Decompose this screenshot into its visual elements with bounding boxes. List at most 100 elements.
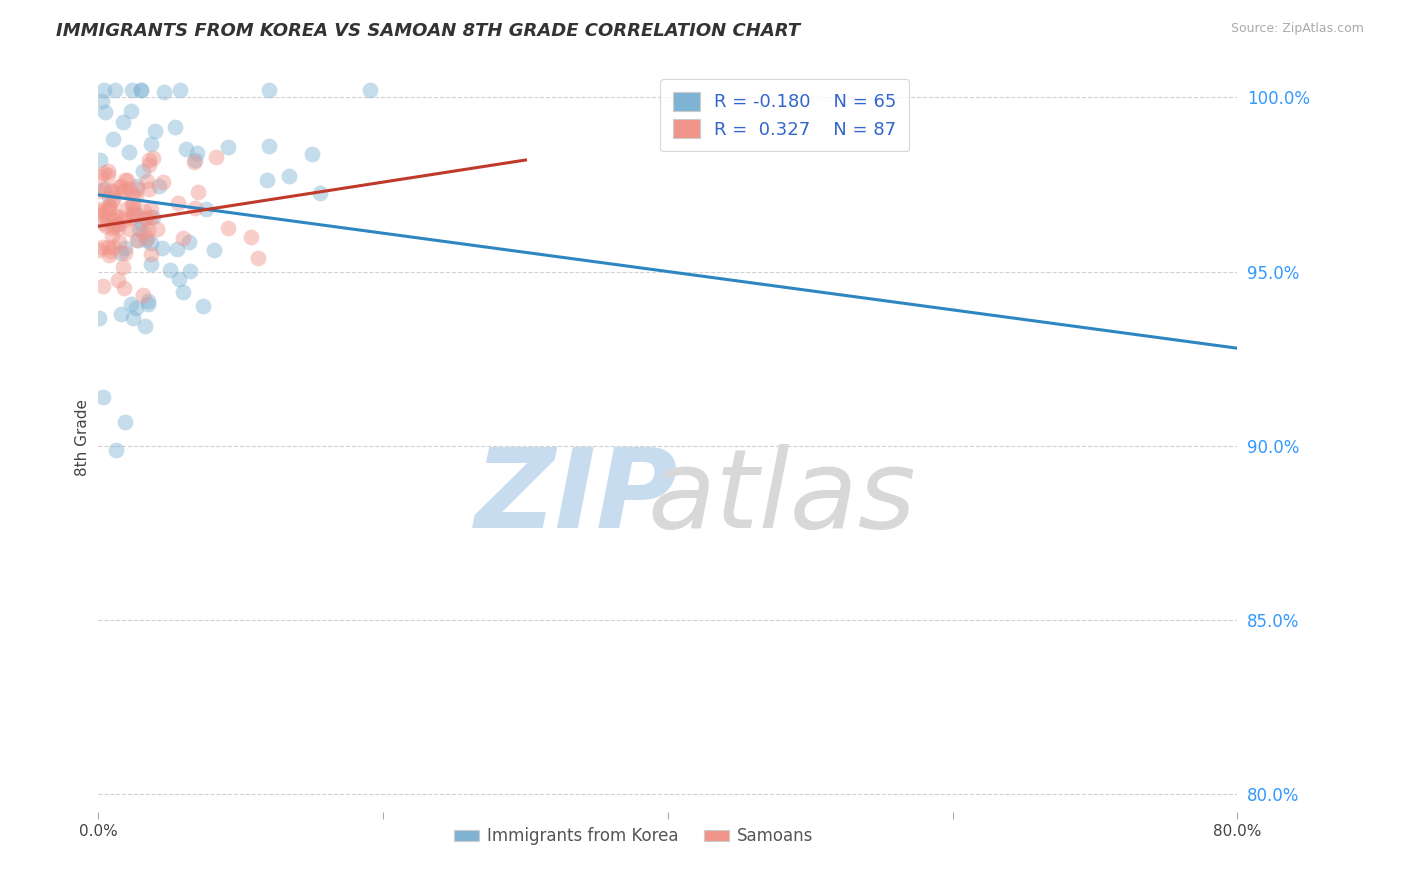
Point	[104, 442, 127, 457]
Text: IMMIGRANTS FROM KOREA VS SAMOAN 8TH GRADE CORRELATION CHART: IMMIGRANTS FROM KOREA VS SAMOAN 8TH GRAD…	[56, 22, 800, 40]
Point	[183, 153, 205, 168]
Point	[152, 175, 174, 189]
Point	[112, 260, 135, 274]
Point	[97, 168, 120, 182]
Point	[176, 142, 198, 156]
Point	[136, 231, 159, 245]
Point	[93, 182, 115, 196]
Point	[112, 184, 135, 198]
Point	[103, 219, 125, 233]
Point	[135, 211, 157, 225]
Point	[112, 183, 135, 197]
Point	[256, 173, 278, 187]
Point	[132, 203, 155, 218]
Point	[359, 83, 381, 97]
Point	[115, 202, 138, 216]
Point	[101, 193, 124, 207]
Point	[111, 114, 134, 128]
Point	[91, 278, 114, 293]
Point	[125, 301, 148, 316]
Point	[104, 83, 127, 97]
Point	[107, 273, 129, 287]
Point	[101, 228, 124, 243]
Point	[139, 236, 162, 251]
Point	[167, 196, 190, 211]
Point	[114, 241, 136, 255]
Point	[101, 220, 124, 235]
Point	[187, 185, 209, 199]
Point	[217, 139, 239, 153]
Point	[239, 229, 262, 244]
Point	[96, 212, 118, 227]
Point	[259, 139, 281, 153]
Point	[110, 210, 132, 224]
Point	[97, 164, 120, 178]
Point	[136, 294, 159, 309]
Point	[94, 219, 117, 234]
Point	[246, 251, 269, 265]
Point	[139, 202, 162, 216]
Point	[90, 169, 112, 183]
Point	[163, 120, 186, 134]
Point	[94, 205, 117, 219]
Point	[93, 166, 115, 180]
Point	[107, 221, 129, 235]
Point	[115, 173, 138, 187]
Point	[118, 222, 141, 236]
Point	[97, 190, 120, 204]
Point	[93, 83, 115, 97]
Point	[125, 208, 148, 222]
Point	[205, 150, 228, 164]
Point	[128, 221, 150, 235]
Point	[141, 136, 163, 151]
Point	[138, 182, 160, 196]
Point	[217, 221, 239, 235]
Point	[138, 158, 160, 172]
Point	[278, 169, 301, 183]
Point	[142, 151, 165, 165]
Point	[94, 104, 117, 119]
Point	[121, 207, 143, 221]
Point	[110, 307, 132, 321]
Point	[132, 225, 155, 239]
Point	[309, 186, 332, 200]
Point	[179, 264, 201, 278]
Point	[148, 179, 170, 194]
Point	[97, 240, 120, 254]
Point	[121, 311, 143, 326]
Point	[143, 123, 166, 137]
Point	[90, 203, 112, 218]
Point	[101, 132, 124, 146]
Text: ZIP: ZIP	[475, 443, 679, 550]
Point	[132, 287, 155, 301]
Point	[91, 390, 114, 404]
Point	[91, 240, 114, 254]
Point	[166, 242, 188, 256]
Point	[138, 153, 160, 168]
Point	[107, 235, 129, 249]
Point	[89, 243, 111, 257]
Point	[131, 83, 153, 97]
Point	[169, 272, 191, 286]
Point	[159, 263, 181, 277]
Point	[114, 281, 136, 295]
Point	[135, 211, 157, 225]
Point	[101, 184, 124, 198]
Point	[177, 235, 200, 249]
Point	[97, 202, 120, 217]
Point	[146, 222, 169, 236]
Point	[104, 212, 127, 227]
Point	[127, 233, 149, 247]
Point	[107, 217, 129, 231]
Point	[98, 201, 121, 215]
Point	[121, 197, 143, 211]
Point	[169, 83, 191, 97]
Point	[150, 241, 173, 255]
Point	[90, 202, 112, 216]
Point	[122, 187, 145, 202]
Point	[136, 223, 159, 237]
Point	[136, 297, 159, 311]
Point	[91, 215, 114, 229]
Point	[89, 153, 111, 167]
Point	[93, 184, 115, 198]
